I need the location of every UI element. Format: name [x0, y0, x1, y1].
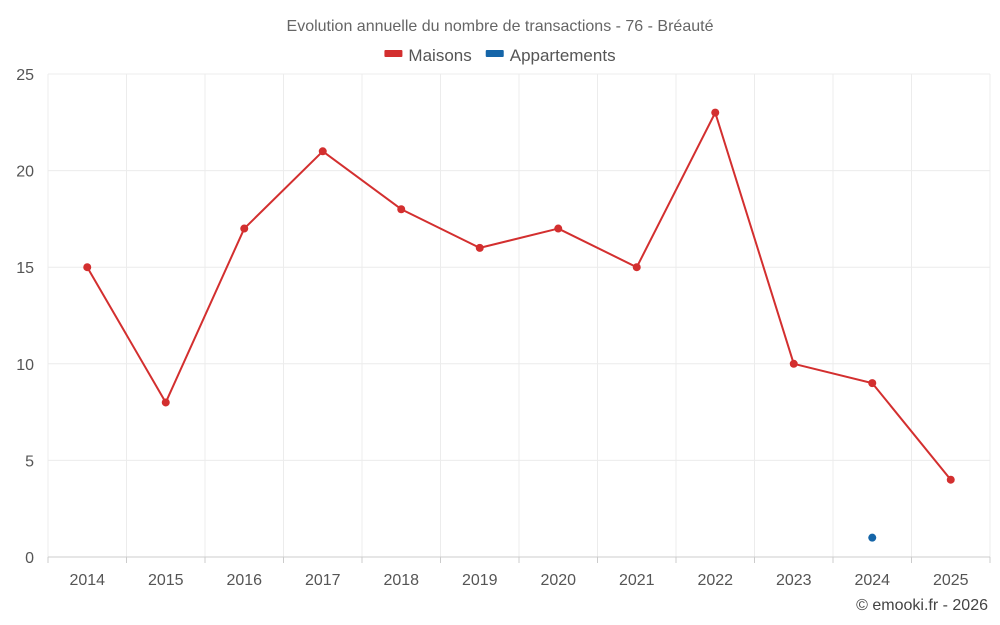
data-point-maisons [868, 379, 877, 388]
series-line-maisons [86, 111, 952, 481]
grid [47, 73, 991, 557]
data-point-maisons [789, 359, 798, 368]
y-tick-label: 15 [16, 260, 34, 277]
x-tick-label: 2018 [383, 572, 419, 589]
x-tick-label: 2025 [933, 572, 969, 589]
x-tick-label: 2019 [462, 572, 498, 589]
y-tick-label: 20 [16, 164, 34, 181]
chart-title: Evolution annuelle du nombre de transact… [287, 18, 714, 35]
data-point-maisons [632, 263, 641, 272]
series-layer [83, 108, 955, 542]
series-maisons [83, 108, 955, 484]
data-point-maisons [554, 224, 563, 233]
series-appartements [868, 533, 877, 542]
x-tick-label: 2024 [854, 572, 890, 589]
legend-item-appartements: Appartements [485, 46, 616, 65]
x-tick-label: 2022 [697, 572, 733, 589]
legend-label: Appartements [510, 46, 616, 65]
data-point-maisons [711, 108, 720, 117]
data-point-maisons [83, 263, 92, 272]
legend-swatch [384, 50, 403, 57]
y-tick-label: 10 [16, 357, 34, 374]
data-point-maisons [161, 398, 170, 407]
y-tick-label: 0 [25, 550, 34, 567]
data-point-maisons [475, 243, 484, 252]
legend: Maisons Appartements [384, 46, 616, 65]
credit-text: © emooki.fr - 2026 [856, 597, 988, 614]
y-tick-label: 5 [25, 453, 34, 470]
x-tick-label: 2015 [148, 572, 184, 589]
x-tick-label: 2017 [305, 572, 341, 589]
x-tick-label: 2014 [69, 572, 105, 589]
x-tick-label: 2016 [226, 572, 262, 589]
data-point-maisons [946, 475, 955, 484]
legend-item-maisons: Maisons [384, 46, 472, 65]
x-tick-label: 2020 [540, 572, 576, 589]
data-point-appartements [868, 533, 877, 542]
x-tick-label: 2021 [619, 572, 655, 589]
data-point-maisons [397, 205, 406, 214]
data-point-maisons [318, 147, 327, 156]
legend-label: Maisons [408, 46, 471, 65]
x-tick-label: 2023 [776, 572, 812, 589]
data-point-maisons [240, 224, 249, 233]
legend-swatch [485, 50, 504, 57]
y-tick-label: 25 [16, 67, 34, 84]
